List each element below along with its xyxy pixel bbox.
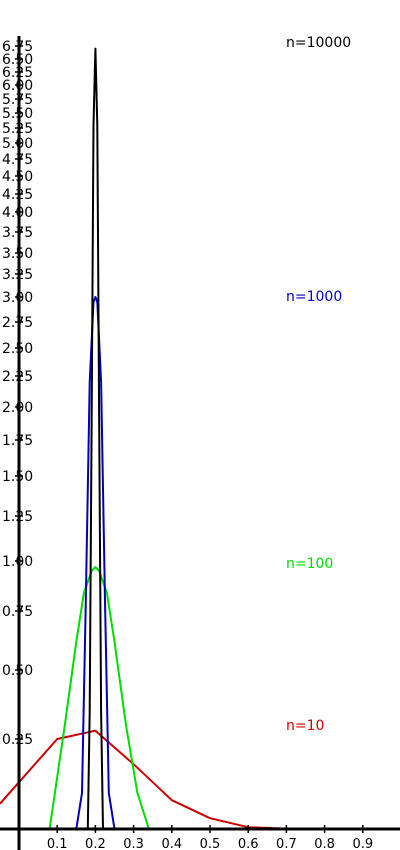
series-layer	[0, 47, 400, 830]
y-tick-label: 2.00	[2, 400, 33, 416]
series-line-n-100	[48, 566, 150, 830]
y-tick-label: 5.00	[2, 136, 33, 152]
y-tick-label: 3.25	[2, 267, 33, 283]
series-label: n=10	[286, 718, 324, 734]
series-line-n-10	[0, 729, 400, 830]
y-tick-label: 4.25	[2, 187, 33, 203]
y-tick-label: 5.75	[2, 92, 33, 108]
axes-layer	[0, 36, 400, 850]
y-tick-label: 6.00	[2, 78, 33, 94]
y-tick-label: 1.00	[2, 554, 33, 570]
series-label: n=100	[286, 556, 333, 572]
y-tick-label: 1.50	[2, 469, 33, 485]
x-tick-label: 0.9	[352, 837, 373, 850]
y-tick-label: 5.50	[2, 106, 33, 122]
y-tick-label: 1.25	[2, 509, 33, 525]
y-tick-label: 1.75	[2, 433, 33, 449]
x-tick-label: 0.1	[47, 837, 68, 850]
y-tick-label: 0.75	[2, 604, 33, 620]
y-tick-label: 2.25	[2, 369, 33, 385]
series-label: n=10000	[286, 35, 351, 51]
ticks-layer: 0.1 0.2 0.3 0.4 0.5 0.6 0.7 0.8 0.9 0.25 0.50 0.75 1…	[2, 39, 373, 850]
y-tick-label: 4.00	[2, 205, 33, 221]
y-tick-label: 0.25	[2, 732, 33, 748]
y-tick-label: 3.00	[2, 290, 33, 306]
y-tick-label: 4.50	[2, 169, 33, 185]
x-tick-label: 0.4	[161, 837, 182, 850]
y-tick-label: 2.75	[2, 315, 33, 331]
series-labels-layer: n=10 n=100 n=1000 n=10000	[286, 35, 351, 734]
y-tick-label: 0.50	[2, 663, 33, 679]
series-line-n-10000	[86, 47, 104, 830]
series-label: n=1000	[286, 289, 342, 305]
y-tick-label: 5.25	[2, 121, 33, 137]
series-line-n-1000	[75, 296, 116, 830]
y-tick-label: 6.50	[2, 52, 33, 68]
y-tick-label: 4.75	[2, 152, 33, 168]
y-tick-label: 6.25	[2, 65, 33, 81]
x-tick-label: 0.2	[85, 837, 106, 850]
x-tick-label: 0.5	[200, 837, 221, 850]
x-tick-label: 0.7	[276, 837, 297, 850]
y-tick-label: 3.50	[2, 246, 33, 262]
x-tick-label: 0.3	[123, 837, 144, 850]
y-tick-label: 3.75	[2, 225, 33, 241]
y-tick-label: 6.75	[2, 39, 33, 55]
x-tick-label: 0.6	[238, 837, 259, 850]
x-tick-label: 0.8	[314, 837, 335, 850]
y-tick-label: 2.50	[2, 341, 33, 357]
